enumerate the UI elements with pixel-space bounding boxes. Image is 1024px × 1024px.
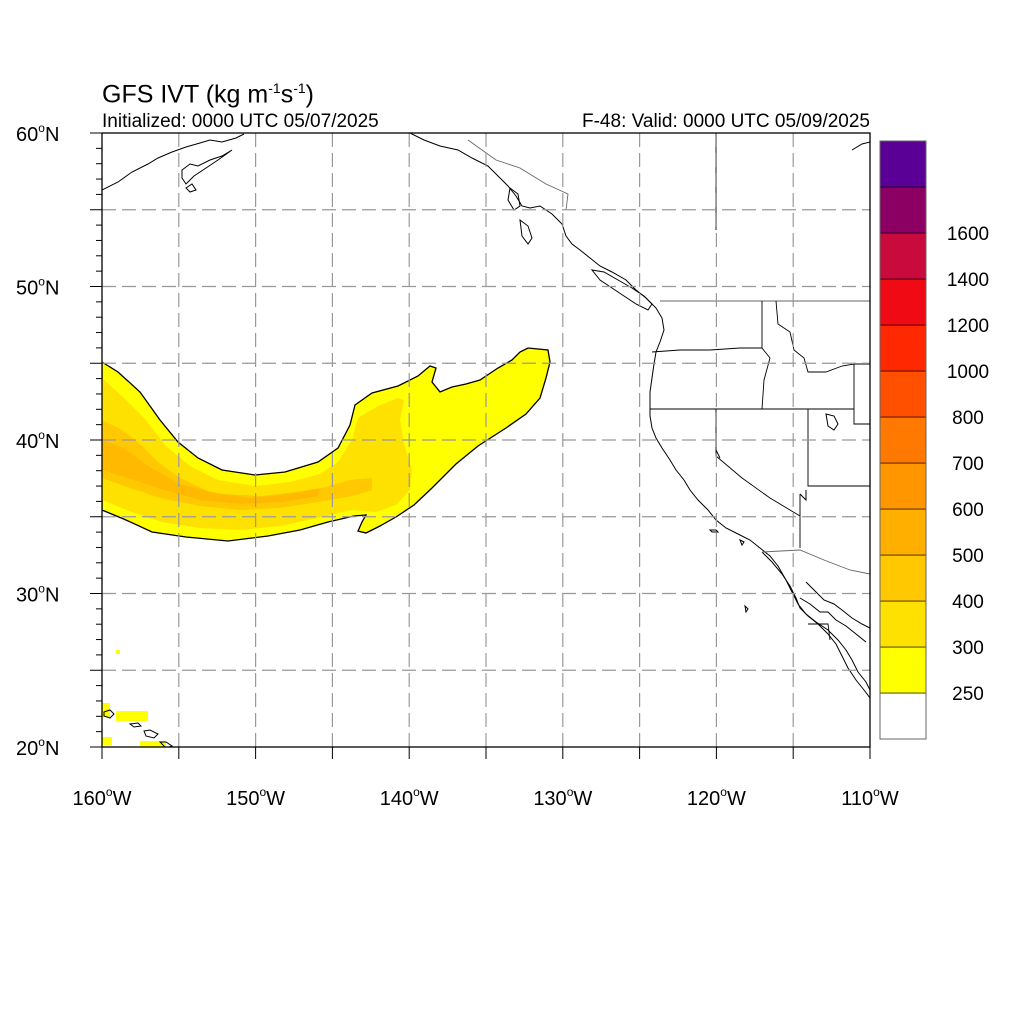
lat-tick-label: 20oN [16, 735, 59, 760]
colorbar-label: 300 [952, 638, 984, 659]
colorbar-box [879, 462, 927, 510]
colorbar-box [879, 646, 927, 694]
political-boundaries [467, 133, 870, 641]
lon-tick-label: 150oW [226, 785, 285, 810]
colorbar-box-below [879, 692, 927, 740]
lat-lon-grid [102, 133, 870, 747]
lat-tick-label: 30oN [16, 582, 59, 607]
colorbar-label: 800 [952, 408, 984, 429]
colorbar: 250 300 400 500 600 700 800 1000 1200 1400 1600 [879, 140, 989, 740]
lat-tick-label: 50oN [16, 275, 59, 300]
lon-tick-label: 130oW [533, 785, 592, 810]
lon-tick-label: 160oW [73, 785, 132, 810]
axis-ticks [90, 132, 871, 759]
colorbar-box [879, 140, 927, 188]
colorbar-box [879, 600, 927, 648]
colorbar-frame [879, 140, 927, 740]
colorbar-box [879, 508, 927, 556]
colorbar-label: 1600 [947, 224, 989, 245]
colorbar-label: 500 [952, 546, 984, 567]
lon-tick-label: 110oW [841, 785, 899, 810]
colorbar-box [879, 324, 927, 372]
colorbar-box [879, 278, 927, 326]
colorbar-label: 1400 [947, 270, 989, 291]
ivt-shade-500 [102, 440, 320, 504]
colorbar-box [879, 370, 927, 418]
colorbar-label: 250 [952, 684, 984, 705]
init-time-label: Initialized: 0000 UTC 05/07/2025 [102, 111, 379, 132]
colorbar-label: 1200 [947, 316, 989, 337]
valid-time-label: F-48: Valid: 0000 UTC 05/09/2025 [582, 111, 870, 132]
colorbar-label: 700 [952, 454, 984, 475]
hawaii-islands [102, 650, 174, 747]
colorbar-label: 1000 [947, 362, 989, 383]
lon-tick-label: 120oW [687, 785, 746, 810]
colorbar-label: 600 [952, 500, 984, 521]
lon-tick-label: 140oW [380, 785, 439, 810]
colorbar-label: 400 [952, 592, 984, 613]
lat-tick-label: 60oN [16, 121, 59, 146]
plot-area [102, 133, 870, 747]
colorbar-box [879, 416, 927, 464]
colorbar-box [879, 232, 927, 280]
lat-tick-label: 40oN [16, 428, 59, 453]
axis-labels: 60oN 50oN 40oN 30oN 20oN 160oW 150oW 140oW 130oW… [16, 121, 899, 810]
map-title: GFS IVT (kg m-1s-1) [102, 80, 314, 109]
coastlines [102, 133, 870, 699]
colorbar-box [879, 554, 927, 602]
colorbar-box [879, 186, 927, 234]
